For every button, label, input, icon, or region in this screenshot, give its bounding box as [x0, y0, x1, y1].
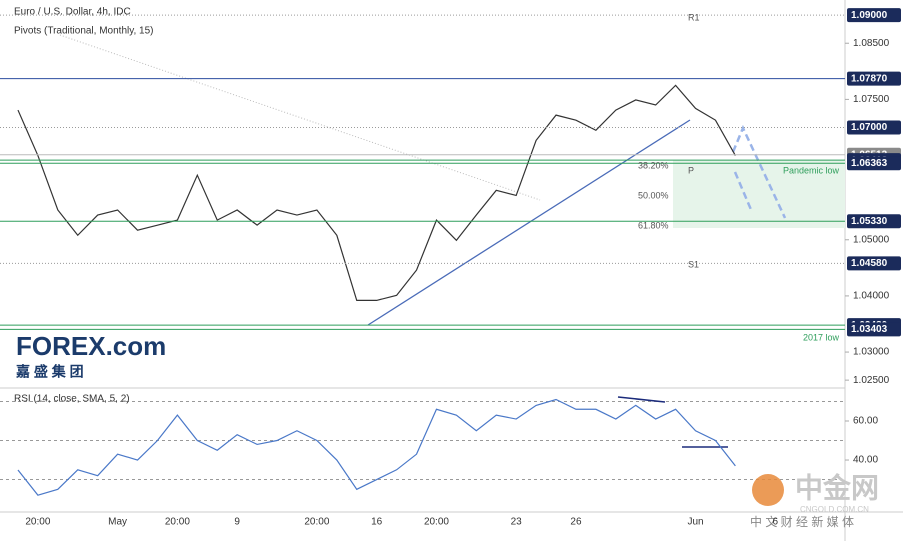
x-tick-label: Jun	[687, 517, 703, 528]
price-label-box	[847, 214, 901, 229]
x-tick-label: 26	[570, 517, 582, 528]
price-label: 1.04580	[851, 258, 888, 269]
y-tick-label: 1.05000	[853, 234, 890, 245]
x-tick-label: 23	[511, 517, 523, 528]
trend-line	[59, 34, 541, 201]
trend-line	[367, 119, 691, 326]
price-label: 1.07000	[851, 122, 888, 133]
annotation: S1	[688, 259, 699, 269]
x-tick-label: May	[108, 517, 127, 528]
price-label-box	[847, 8, 901, 23]
projection-arrow	[731, 124, 787, 219]
x-tick-label: 20:00	[165, 517, 190, 528]
symbol: Euro / U.S. Dollar, 4h, IDC	[14, 7, 131, 18]
annotation: P	[688, 165, 694, 175]
price-label: 1.06363	[851, 158, 888, 169]
price-label: 1.03403	[851, 324, 888, 335]
series-line	[17, 84, 736, 302]
y-tick-label: 1.02500	[853, 375, 890, 386]
x-tick-label: 6	[772, 517, 778, 528]
x-tick-label: 20:00	[424, 517, 449, 528]
price-label-box	[847, 322, 901, 337]
annotation: 50.00%	[638, 190, 669, 200]
fib-zone	[673, 160, 845, 228]
price-label-box	[847, 256, 901, 271]
x-tick-label: 20:00	[304, 517, 329, 528]
x-tick-label: 20:00	[25, 517, 50, 528]
annotation: 38.20%	[638, 160, 669, 170]
annotation: 2017 low	[803, 332, 840, 342]
series-line	[17, 398, 736, 496]
annotation: 61.80%	[638, 220, 669, 230]
y-tick-label: 40.00	[853, 455, 878, 466]
projection-arrow	[733, 171, 754, 213]
price-label: 1.09000	[851, 10, 888, 21]
x-tick-label: 9	[234, 517, 240, 528]
watermark-tagline: 中 文 财 经 新 媒 体	[750, 514, 854, 529]
price-label-box	[847, 120, 901, 135]
divergence-line	[617, 396, 666, 403]
price-label-box	[847, 156, 901, 171]
price-label: 1.07870	[851, 73, 888, 84]
indicator: Pivots (Traditional, Monthly, 15)	[14, 26, 154, 37]
x-tick-label: 16	[371, 517, 383, 528]
rsi-title: RSI (14, close, SMA, 5, 2)	[14, 394, 130, 405]
price-label: 1.05330	[851, 216, 888, 227]
annotation: Pandemic low	[783, 165, 840, 175]
y-tick-label: 1.08500	[853, 38, 890, 49]
watermark-site: CNGOLD.COM.CN	[800, 505, 869, 514]
y-tick-label: 1.07500	[853, 94, 890, 105]
annotation: R1	[688, 12, 700, 22]
y-tick-label: 1.03000	[853, 347, 890, 358]
price-label-box	[847, 71, 901, 86]
logo-brand: FOREX.com	[16, 331, 166, 361]
y-tick-label: 1.04000	[853, 291, 890, 302]
logo-chinese: 嘉 盛 集 团	[15, 364, 84, 380]
y-tick-label: 60.00	[853, 416, 878, 427]
watermark-icon	[752, 474, 784, 506]
watermark-name: 中金网	[795, 471, 879, 503]
